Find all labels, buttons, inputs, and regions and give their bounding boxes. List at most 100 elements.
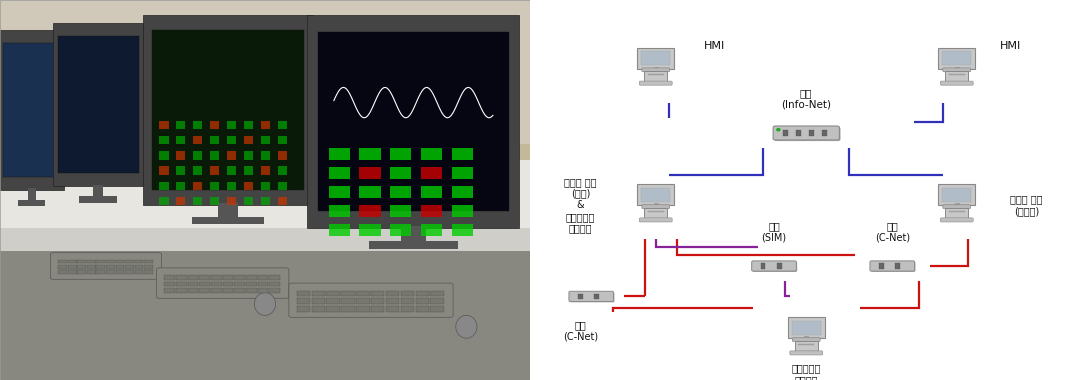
Bar — [356, 306, 370, 312]
Bar — [452, 148, 473, 160]
FancyBboxPatch shape — [773, 126, 840, 140]
Bar — [654, 66, 658, 69]
FancyBboxPatch shape — [943, 51, 971, 65]
Bar — [58, 265, 67, 269]
FancyBboxPatch shape — [943, 205, 971, 209]
Bar — [0, 251, 530, 380]
Bar — [822, 130, 828, 136]
Bar — [955, 203, 959, 206]
Bar — [329, 224, 349, 236]
Bar — [809, 130, 814, 136]
Bar — [277, 121, 287, 129]
Bar — [386, 306, 399, 312]
Bar — [192, 136, 202, 144]
Bar — [210, 121, 219, 129]
Bar — [92, 185, 103, 198]
FancyBboxPatch shape — [790, 351, 822, 355]
Bar — [244, 136, 254, 144]
Bar — [87, 270, 96, 274]
Bar — [244, 166, 254, 175]
FancyBboxPatch shape — [945, 71, 969, 83]
Bar — [578, 294, 583, 299]
Bar — [797, 130, 801, 136]
Bar — [152, 30, 304, 190]
Bar — [327, 291, 340, 296]
FancyBboxPatch shape — [938, 48, 975, 69]
Bar — [359, 205, 381, 217]
Bar — [144, 265, 153, 269]
Text: HMI: HMI — [1000, 41, 1021, 51]
Bar — [87, 265, 96, 269]
Bar — [390, 205, 412, 217]
Bar — [895, 263, 900, 269]
Bar — [53, 23, 143, 186]
Bar — [297, 306, 311, 312]
FancyBboxPatch shape — [642, 51, 670, 65]
FancyBboxPatch shape — [642, 205, 670, 209]
Bar — [227, 166, 236, 175]
Bar — [115, 265, 125, 269]
Bar — [3, 43, 60, 177]
Bar — [223, 288, 233, 293]
Bar — [371, 306, 385, 312]
Bar — [97, 265, 105, 269]
Bar — [277, 136, 287, 144]
Bar — [258, 275, 268, 280]
Bar — [77, 270, 86, 274]
FancyBboxPatch shape — [792, 321, 820, 335]
Bar — [798, 344, 815, 345]
Bar — [106, 260, 115, 263]
Bar — [246, 275, 257, 280]
FancyBboxPatch shape — [751, 261, 797, 271]
Bar — [420, 224, 442, 236]
FancyBboxPatch shape — [51, 253, 161, 279]
Bar — [210, 182, 219, 190]
Bar — [227, 182, 236, 190]
Text: 허브
(C-Net): 허브 (C-Net) — [875, 221, 909, 242]
Bar — [144, 260, 153, 263]
FancyBboxPatch shape — [941, 218, 973, 222]
Bar — [176, 121, 186, 129]
Bar — [0, 228, 530, 251]
Bar — [390, 148, 412, 160]
Text: 허브
(C-Net): 허브 (C-Net) — [563, 320, 598, 341]
Bar — [452, 186, 473, 198]
Bar — [269, 275, 280, 280]
Bar — [18, 200, 45, 206]
Bar — [261, 151, 270, 160]
FancyBboxPatch shape — [644, 71, 668, 83]
Bar — [115, 270, 125, 274]
Bar — [227, 151, 236, 160]
Text: HMI: HMI — [704, 41, 726, 51]
Bar — [647, 74, 664, 75]
Bar — [401, 306, 414, 312]
Bar — [359, 148, 381, 160]
FancyBboxPatch shape — [156, 268, 289, 298]
Bar — [58, 260, 67, 263]
Bar — [210, 197, 219, 205]
FancyBboxPatch shape — [644, 208, 668, 220]
FancyBboxPatch shape — [871, 262, 916, 272]
Bar — [948, 211, 965, 212]
Bar — [176, 275, 187, 280]
Bar — [68, 270, 76, 274]
Bar — [341, 291, 355, 296]
Bar — [28, 188, 35, 201]
Bar — [269, 282, 280, 286]
Bar — [188, 282, 198, 286]
Circle shape — [777, 128, 780, 131]
Bar — [164, 282, 175, 286]
Bar — [341, 306, 355, 312]
Bar — [57, 36, 139, 173]
Bar — [192, 197, 202, 205]
Bar — [188, 288, 198, 293]
Bar — [134, 260, 143, 263]
FancyBboxPatch shape — [642, 68, 670, 72]
Bar — [390, 224, 412, 236]
Bar — [401, 298, 414, 304]
Bar — [261, 166, 270, 175]
Bar — [329, 186, 349, 198]
Bar — [134, 265, 143, 269]
Bar — [176, 136, 186, 144]
Bar — [258, 282, 268, 286]
